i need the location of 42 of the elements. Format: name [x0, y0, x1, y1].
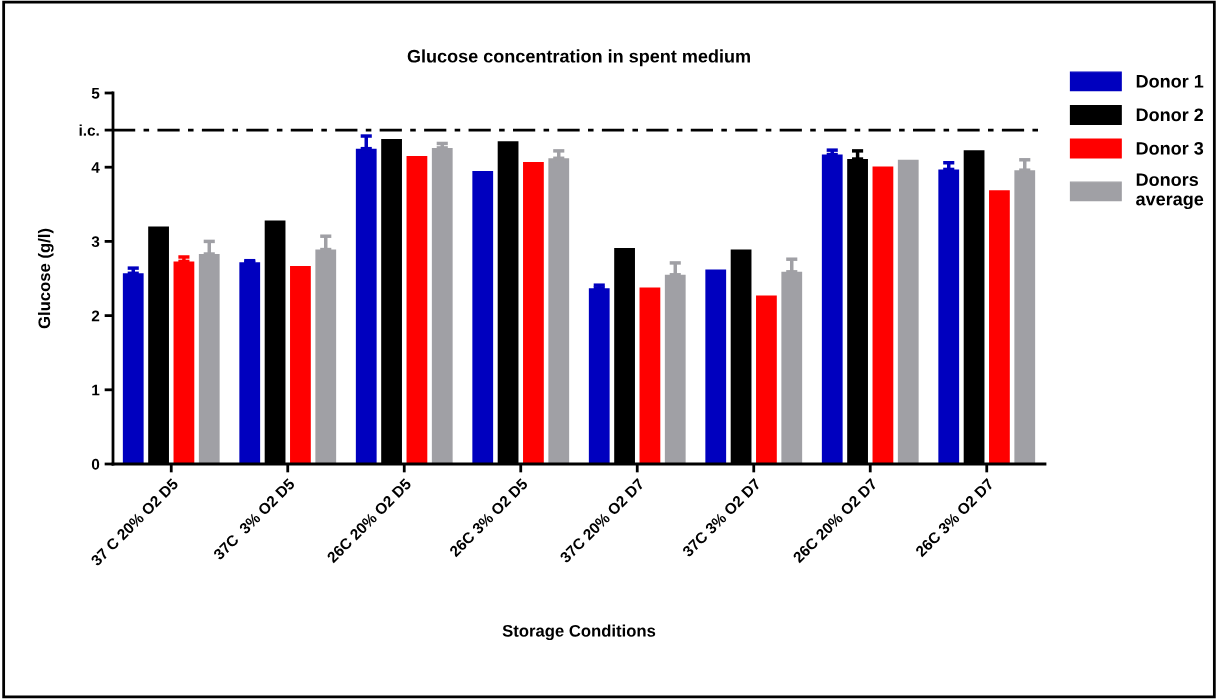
- bar: [472, 170, 494, 464]
- x-tick-label: 26C 3% O2 D5: [448, 477, 529, 558]
- y-tick-label: 5: [91, 88, 100, 99]
- bar: [239, 262, 261, 464]
- y-tick-label: i.c.: [79, 124, 99, 136]
- y-tick-label: 1: [92, 384, 100, 396]
- bar: [290, 265, 311, 464]
- x-tick-label: 37C 3% O2 D7: [681, 477, 762, 558]
- bar: [315, 249, 337, 464]
- bar: [989, 190, 1010, 464]
- x-tick-label: 37C 3% O2 D5: [212, 477, 296, 561]
- bar: [523, 162, 544, 464]
- y-tick-label: 3: [91, 236, 100, 248]
- bar: [664, 274, 686, 464]
- bar: [781, 271, 803, 464]
- bar: [1014, 170, 1036, 464]
- legend-label: Donor 3: [1136, 141, 1204, 155]
- y-tick-label: 0: [91, 458, 100, 470]
- y-tick-label: 4: [91, 162, 100, 173]
- bar: [756, 295, 777, 464]
- x-tick-label: 26C 3% O2 D7: [914, 477, 995, 558]
- bar: [355, 148, 377, 464]
- legend-label: Donor 1: [1136, 75, 1204, 88]
- legend-label: Donor 2: [1136, 108, 1204, 122]
- y-axis-title: Glucose (g/l): [37, 228, 54, 329]
- bar: [548, 158, 570, 464]
- bar: [406, 156, 428, 464]
- bar: [198, 254, 220, 464]
- bar: [872, 166, 894, 464]
- chart-title: Glucose concentration in spent medium: [407, 49, 750, 67]
- bar: [705, 269, 727, 464]
- y-tick-label: 2: [91, 310, 100, 322]
- bar: [173, 261, 195, 464]
- bar: [588, 288, 610, 464]
- x-axis-title: Storage Conditions: [502, 624, 656, 641]
- bar: [431, 147, 453, 464]
- bar: [821, 154, 843, 464]
- bar: [897, 159, 919, 464]
- legend-label: Donors average: [1136, 173, 1204, 210]
- bar: [639, 287, 661, 464]
- bar: [938, 169, 960, 464]
- bar: [122, 273, 144, 464]
